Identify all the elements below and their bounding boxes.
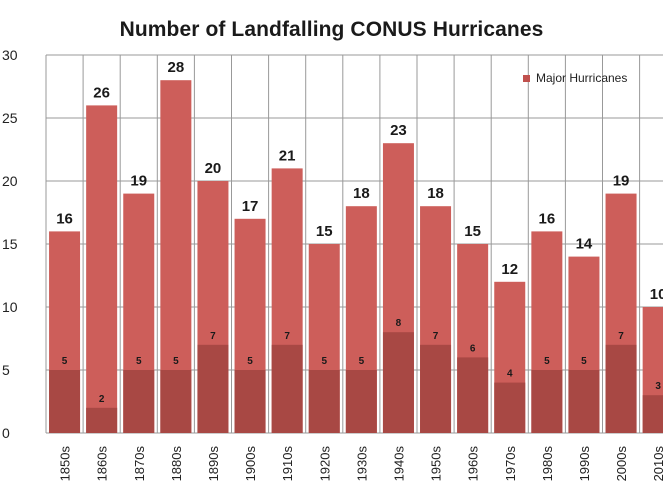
data-label-major: 5 xyxy=(544,356,550,367)
x-tick-label: 1910s xyxy=(280,446,295,482)
x-tick-label: 1930s xyxy=(354,446,369,482)
x-tick-label: 2000s xyxy=(614,446,629,482)
bar-major-hurricanes xyxy=(382,332,414,433)
bar-all-hurricanes xyxy=(86,105,118,434)
chart-title: Number of Landfalling CONUS Hurricanes xyxy=(119,18,544,41)
data-label-all: 26 xyxy=(93,84,110,101)
bar-major-hurricanes xyxy=(457,357,489,433)
data-label-major: 7 xyxy=(433,331,439,342)
data-label-major: 4 xyxy=(507,369,513,380)
y-tick-label: 10 xyxy=(2,299,18,315)
data-label-major: 8 xyxy=(396,318,402,329)
data-label-all: 23 xyxy=(390,122,407,139)
bar-major-hurricanes xyxy=(494,382,526,433)
x-tick-label: 1940s xyxy=(391,446,406,482)
data-label-all: 20 xyxy=(205,160,222,177)
bar-major-hurricanes xyxy=(642,395,663,433)
data-label-major: 5 xyxy=(173,356,179,367)
x-tick-label: 1920s xyxy=(317,446,332,482)
x-tick-label: 2010s xyxy=(651,446,663,482)
data-label-major: 7 xyxy=(210,331,216,342)
data-label-all: 28 xyxy=(168,59,185,76)
data-label-all: 16 xyxy=(539,210,556,227)
data-label-all: 14 xyxy=(576,236,593,253)
bar-major-hurricanes xyxy=(531,370,563,433)
y-tick-label: 20 xyxy=(2,173,18,189)
bar-major-hurricanes xyxy=(345,370,377,433)
data-label-major: 6 xyxy=(470,343,476,354)
legend-label-major: Major Hurricanes xyxy=(536,71,628,85)
bar-major-hurricanes xyxy=(86,407,118,433)
x-tick-label: 1870s xyxy=(132,446,147,482)
x-tick-label: 1890s xyxy=(206,446,221,482)
x-tick-label: 1950s xyxy=(429,446,444,482)
x-tick-label: 1990s xyxy=(577,446,592,482)
bar-major-hurricanes xyxy=(234,370,266,433)
data-label-all: 12 xyxy=(501,261,518,278)
bar-major-hurricanes xyxy=(605,344,637,433)
data-label-all: 19 xyxy=(130,173,147,190)
bar-major-hurricanes xyxy=(420,344,452,433)
data-label-all: 18 xyxy=(427,185,444,202)
bar-major-hurricanes xyxy=(308,370,340,433)
data-label-major: 5 xyxy=(359,356,365,367)
bar-major-hurricanes xyxy=(123,370,155,433)
legend-swatch-major xyxy=(523,74,530,82)
data-label-all: 19 xyxy=(613,173,630,190)
y-tick-label: 15 xyxy=(2,236,18,252)
y-tick-label: 5 xyxy=(2,362,10,378)
data-label-major: 2 xyxy=(99,394,105,405)
y-tick-label: 25 xyxy=(2,110,18,126)
data-label-all: 15 xyxy=(316,223,333,240)
data-label-all: 21 xyxy=(279,147,296,164)
data-label-all: 10 xyxy=(650,286,663,303)
legend: Major Hurricanes xyxy=(523,71,627,85)
bar-major-hurricanes xyxy=(271,344,303,433)
y-tick-label: 0 xyxy=(2,425,10,441)
data-label-major: 3 xyxy=(655,381,661,392)
x-tick-label: 1980s xyxy=(540,446,555,482)
data-label-major: 5 xyxy=(136,356,142,367)
data-label-major: 5 xyxy=(62,356,68,367)
bar-major-hurricanes xyxy=(197,344,229,433)
bar-major-hurricanes xyxy=(160,370,192,433)
data-label-major: 5 xyxy=(247,356,253,367)
x-tick-label: 1880s xyxy=(169,446,184,482)
data-label-all: 16 xyxy=(56,210,73,227)
x-tick-label: 1960s xyxy=(466,446,481,482)
y-tick-label: 30 xyxy=(2,47,18,63)
bar-major-hurricanes xyxy=(49,370,81,433)
x-tick-label: 1860s xyxy=(95,446,110,482)
data-label-major: 5 xyxy=(581,356,587,367)
data-label-major: 5 xyxy=(321,356,327,367)
data-label-all: 18 xyxy=(353,185,370,202)
x-tick-label: 1900s xyxy=(243,446,258,482)
data-label-all: 17 xyxy=(242,198,259,215)
data-label-major: 7 xyxy=(618,331,624,342)
data-label-all: 15 xyxy=(464,223,481,240)
bar-major-hurricanes xyxy=(568,370,600,433)
x-tick-label: 1970s xyxy=(503,446,518,482)
x-tick-label: 1850s xyxy=(58,446,73,482)
data-label-major: 7 xyxy=(284,331,290,342)
